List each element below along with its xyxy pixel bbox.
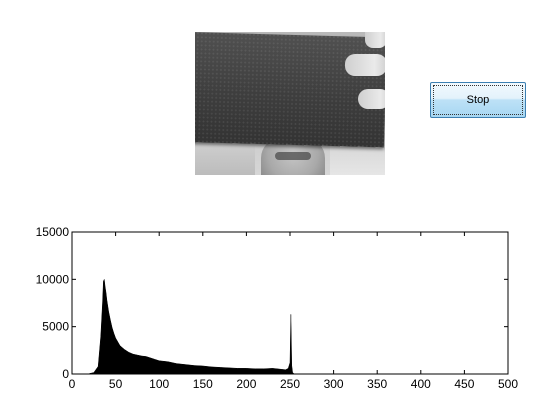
x-tick-label: 500	[498, 377, 518, 391]
x-tick-label: 200	[236, 377, 256, 391]
x-tick-label: 50	[109, 377, 123, 391]
camera-scene-board	[195, 32, 385, 148]
x-tick-label: 350	[367, 377, 387, 391]
camera-scene-finger	[345, 54, 385, 76]
camera-preview	[195, 32, 385, 175]
camera-scene-shelf	[195, 142, 255, 175]
y-tick-label: 5000	[42, 320, 69, 334]
y-tick-label: 0	[62, 367, 69, 381]
x-tick-label: 0	[69, 377, 76, 391]
stop-button[interactable]: Stop	[430, 82, 526, 118]
camera-scene-finger	[358, 89, 385, 109]
camera-scene-finger	[365, 32, 385, 48]
x-tick-label: 100	[149, 377, 169, 391]
x-tick-label: 250	[280, 377, 300, 391]
histogram-bars	[89, 278, 296, 375]
camera-scene-shelf-right	[330, 146, 385, 175]
x-tick-label: 400	[411, 377, 431, 391]
y-tick-label: 15000	[36, 225, 70, 239]
histogram-chart: 0 50 100 150 200 250 300 350 400 450 500 0 5000 10000…	[0, 222, 560, 420]
histogram-svg: 0 50 100 150 200 250 300 350 400 450 5000500010000…	[36, 225, 519, 391]
x-tick-label: 150	[193, 377, 213, 391]
x-tick-label: 450	[454, 377, 474, 391]
x-tick-label: 300	[324, 377, 344, 391]
y-tick-label: 10000	[36, 272, 70, 286]
